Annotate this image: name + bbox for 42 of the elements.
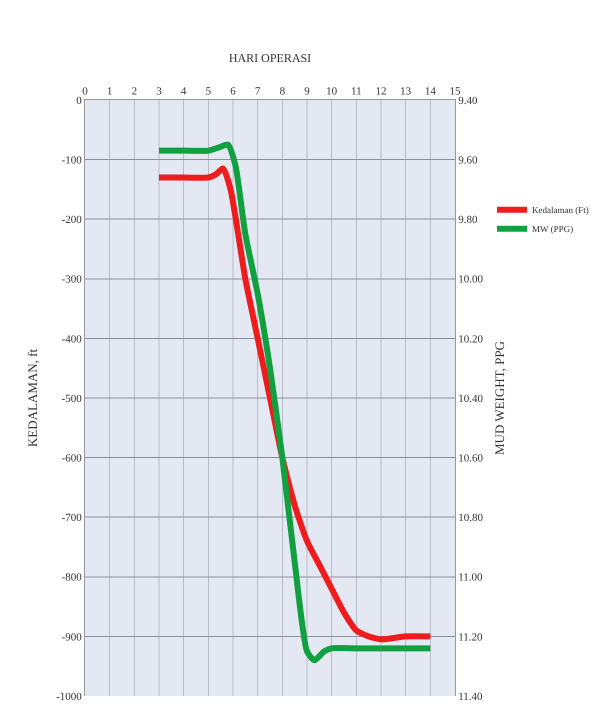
x-tick-label: 15 — [450, 86, 461, 98]
x-axis-title: HARI OPERASI — [228, 50, 312, 65]
x-tick-label: 13 — [400, 86, 412, 98]
x-tick-label: 1 — [106, 86, 112, 98]
y-tick-label: -1000 — [56, 690, 82, 703]
y-tick-label: -500 — [62, 392, 82, 405]
y2-tick-label: 10.80 — [458, 512, 484, 524]
y-tick-label: -100 — [62, 154, 82, 166]
y-tick-label: -700 — [62, 512, 82, 524]
y2-tick-label: 10.20 — [458, 333, 484, 346]
x-tick-label: 3 — [156, 86, 162, 98]
legend-label: MW (PPG) — [532, 224, 574, 234]
y2-tick-label: 9.80 — [458, 214, 478, 226]
x-tick-label: 14 — [424, 86, 436, 98]
y-axis-title: KEDALAMAN, ft — [25, 348, 40, 448]
x-tick-label: 7 — [254, 86, 261, 98]
x-tick-label: 10 — [326, 86, 338, 98]
y2-tick-label: 11.00 — [458, 572, 484, 584]
y-tick-label: -300 — [62, 274, 82, 286]
x-tick-label: 5 — [206, 86, 212, 98]
y2-tick-label: 10.00 — [458, 274, 484, 286]
y-tick-label: -600 — [62, 452, 82, 464]
x-tick-label: 12 — [376, 86, 386, 98]
x-tick-label: 6 — [230, 86, 236, 98]
y-tick-label: -800 — [62, 572, 82, 584]
y-tick-label: -200 — [62, 214, 82, 226]
y2-tick-label: 11.20 — [458, 631, 484, 644]
x-tick-label: 9 — [304, 86, 310, 98]
x-tick-label: 8 — [280, 86, 286, 98]
y2-tick-label: 9.40 — [458, 94, 478, 107]
y-tick-label: 0 — [76, 94, 82, 107]
y2-tick-label: 9.60 — [458, 154, 478, 166]
y-tick-label: -400 — [62, 333, 82, 346]
y2-tick-label: 10.40 — [458, 392, 484, 405]
x-tick-label: 11 — [351, 86, 362, 98]
y2-axis-title: MUD WEIGHT, PPG — [492, 341, 508, 455]
legend-label: Kedalaman (Ft) — [532, 205, 589, 216]
y-tick-label: -900 — [62, 631, 82, 644]
y2-tick-label: 11.40 — [458, 690, 484, 703]
x-tick-label: 4 — [180, 86, 187, 98]
y2-tick-label: 10.60 — [458, 452, 484, 464]
x-tick-label: 2 — [132, 86, 138, 98]
